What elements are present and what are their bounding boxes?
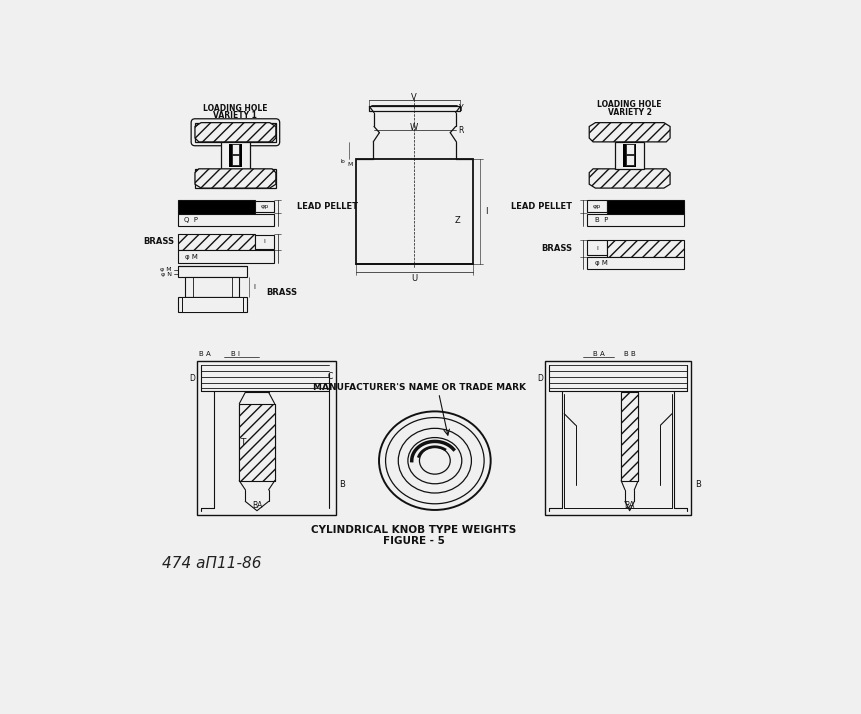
Text: D: D xyxy=(189,374,195,383)
Bar xyxy=(625,156,633,165)
Text: I: I xyxy=(263,239,265,244)
Polygon shape xyxy=(621,392,637,481)
Text: VARIETY 1: VARIETY 1 xyxy=(214,111,257,120)
Polygon shape xyxy=(239,403,275,481)
Text: T: T xyxy=(239,438,245,447)
Bar xyxy=(196,361,335,516)
Bar xyxy=(220,142,250,169)
Text: Y: Y xyxy=(458,104,463,114)
Text: FIGURE - 5: FIGURE - 5 xyxy=(382,536,444,545)
Bar xyxy=(544,361,691,516)
Bar xyxy=(586,240,606,255)
Text: R: R xyxy=(458,126,463,135)
Bar xyxy=(177,233,254,251)
Bar xyxy=(586,213,683,226)
Text: LOADING HOLE: LOADING HOLE xyxy=(203,104,268,113)
Text: B A: B A xyxy=(592,351,604,356)
Bar xyxy=(625,144,633,154)
Polygon shape xyxy=(589,123,669,142)
Text: Z: Z xyxy=(455,216,461,225)
Text: VARIETY 2: VARIETY 2 xyxy=(607,108,651,117)
Text: BRASS: BRASS xyxy=(143,238,174,246)
Text: BRASS: BRASS xyxy=(266,288,297,297)
Text: W: W xyxy=(410,123,418,132)
Bar xyxy=(606,240,683,256)
Text: M: M xyxy=(347,163,352,168)
Bar xyxy=(586,200,606,212)
Bar xyxy=(369,106,460,111)
Bar xyxy=(623,144,635,166)
Bar xyxy=(586,256,683,269)
Text: φ M: φ M xyxy=(594,260,607,266)
Bar xyxy=(195,169,276,188)
Text: B B: B B xyxy=(623,351,635,356)
Bar xyxy=(232,156,239,165)
Text: φp: φp xyxy=(260,204,268,209)
Text: MANUFACTURER'S NAME OR TRADE MARK: MANUFACTURER'S NAME OR TRADE MARK xyxy=(313,383,525,392)
Bar xyxy=(254,201,274,212)
Text: BA: BA xyxy=(251,501,262,510)
Ellipse shape xyxy=(398,428,471,493)
Text: φ M: φ M xyxy=(185,253,198,260)
Bar xyxy=(254,235,274,249)
Text: B I: B I xyxy=(231,351,239,356)
Ellipse shape xyxy=(379,411,490,510)
Text: LEAD PELLET: LEAD PELLET xyxy=(511,202,571,211)
Bar xyxy=(177,296,247,312)
Bar xyxy=(195,123,276,142)
Text: φ N: φ N xyxy=(160,272,171,277)
Bar xyxy=(185,278,239,296)
Text: LOADING HOLE: LOADING HOLE xyxy=(597,101,661,109)
Ellipse shape xyxy=(419,447,449,474)
Text: B  P: B P xyxy=(594,216,608,223)
Polygon shape xyxy=(589,169,669,188)
Polygon shape xyxy=(195,123,276,142)
Text: I: I xyxy=(253,283,255,290)
Ellipse shape xyxy=(385,418,484,504)
Text: Q  P: Q P xyxy=(183,216,197,223)
Text: 474 aΠ11-86: 474 aΠ11-86 xyxy=(162,555,262,570)
Text: V: V xyxy=(411,93,417,101)
Text: lo: lo xyxy=(340,159,345,164)
Bar xyxy=(229,144,241,166)
Bar xyxy=(177,200,254,213)
Text: C: C xyxy=(327,372,332,381)
Text: φ M: φ M xyxy=(159,267,171,272)
Text: φp: φp xyxy=(592,204,600,209)
Text: U: U xyxy=(411,273,417,283)
Bar xyxy=(177,251,274,263)
Text: B: B xyxy=(694,480,700,489)
Text: B: B xyxy=(339,480,345,489)
Bar xyxy=(177,266,247,278)
Text: B A: B A xyxy=(199,351,210,356)
Text: BRASS: BRASS xyxy=(541,243,571,253)
Bar xyxy=(614,142,643,169)
Bar xyxy=(232,144,239,154)
Text: LEAD PELLET: LEAD PELLET xyxy=(297,202,357,211)
Text: I: I xyxy=(485,207,486,216)
Text: CYLINDRICAL KNOB TYPE WEIGHTS: CYLINDRICAL KNOB TYPE WEIGHTS xyxy=(311,525,516,535)
Bar xyxy=(606,200,683,213)
Bar xyxy=(182,296,243,312)
Bar xyxy=(356,159,473,264)
Bar xyxy=(177,213,274,226)
Ellipse shape xyxy=(407,438,461,484)
Text: D: D xyxy=(537,374,542,383)
Polygon shape xyxy=(195,169,276,188)
Text: I: I xyxy=(595,246,598,251)
Text: BA: BA xyxy=(623,501,634,510)
